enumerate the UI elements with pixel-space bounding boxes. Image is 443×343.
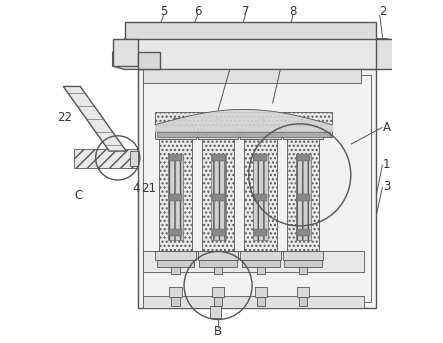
Bar: [241, 251, 281, 260]
Text: B: B: [214, 325, 222, 338]
Bar: [299, 297, 307, 306]
Bar: [157, 125, 194, 131]
Bar: [283, 131, 323, 139]
Bar: [200, 125, 236, 131]
Bar: [212, 229, 225, 236]
Bar: [155, 112, 332, 131]
Bar: [157, 132, 330, 137]
Bar: [155, 131, 196, 139]
Bar: [283, 251, 323, 260]
Text: 1: 1: [383, 158, 391, 171]
Bar: [216, 118, 221, 125]
Polygon shape: [63, 86, 126, 151]
Text: C: C: [74, 189, 83, 202]
Bar: [130, 151, 138, 166]
Bar: [253, 154, 268, 239]
Bar: [198, 131, 238, 139]
Bar: [143, 296, 365, 308]
Bar: [297, 154, 310, 161]
Text: 3: 3: [383, 180, 390, 193]
Text: 7: 7: [241, 5, 249, 18]
Text: 21: 21: [141, 182, 156, 195]
Bar: [159, 139, 192, 251]
Bar: [256, 267, 265, 274]
Bar: [285, 125, 321, 131]
Bar: [169, 194, 182, 201]
Text: 4: 4: [132, 182, 140, 195]
Bar: [214, 297, 222, 306]
Bar: [245, 139, 277, 251]
Bar: [242, 260, 280, 267]
Bar: [155, 131, 332, 138]
Bar: [210, 306, 221, 319]
Polygon shape: [138, 52, 160, 69]
Polygon shape: [124, 22, 376, 39]
Bar: [202, 139, 234, 251]
Polygon shape: [113, 39, 388, 69]
Bar: [212, 154, 225, 161]
Bar: [169, 287, 182, 297]
Bar: [173, 118, 178, 125]
Bar: [284, 260, 322, 267]
Bar: [155, 251, 196, 260]
Bar: [169, 229, 182, 236]
Bar: [199, 260, 237, 267]
Text: 22: 22: [58, 110, 73, 123]
Bar: [299, 267, 307, 274]
Bar: [210, 154, 225, 239]
Bar: [171, 267, 180, 274]
Text: 8: 8: [289, 5, 297, 18]
Text: 6: 6: [194, 5, 202, 18]
Bar: [297, 194, 310, 201]
Polygon shape: [113, 39, 138, 66]
Bar: [242, 125, 279, 131]
Bar: [169, 154, 182, 161]
Bar: [74, 150, 138, 168]
Bar: [256, 297, 265, 306]
Bar: [254, 154, 267, 161]
Bar: [301, 118, 306, 125]
Bar: [157, 260, 194, 267]
Bar: [295, 154, 311, 239]
Bar: [287, 139, 319, 251]
Bar: [241, 131, 281, 139]
Bar: [171, 297, 180, 306]
Bar: [198, 251, 238, 260]
Bar: [212, 194, 225, 201]
Bar: [254, 287, 267, 297]
Bar: [212, 287, 224, 297]
Text: A: A: [383, 121, 391, 134]
Bar: [168, 154, 183, 239]
Bar: [297, 287, 309, 297]
Bar: [143, 251, 365, 272]
Polygon shape: [376, 39, 395, 69]
Bar: [143, 74, 371, 303]
Bar: [214, 267, 222, 274]
Bar: [297, 229, 310, 236]
Bar: [258, 118, 263, 125]
Bar: [254, 229, 267, 236]
Text: 2: 2: [379, 5, 387, 18]
Bar: [143, 69, 361, 83]
Text: 5: 5: [160, 5, 167, 18]
Bar: [138, 69, 376, 308]
Bar: [254, 194, 267, 201]
